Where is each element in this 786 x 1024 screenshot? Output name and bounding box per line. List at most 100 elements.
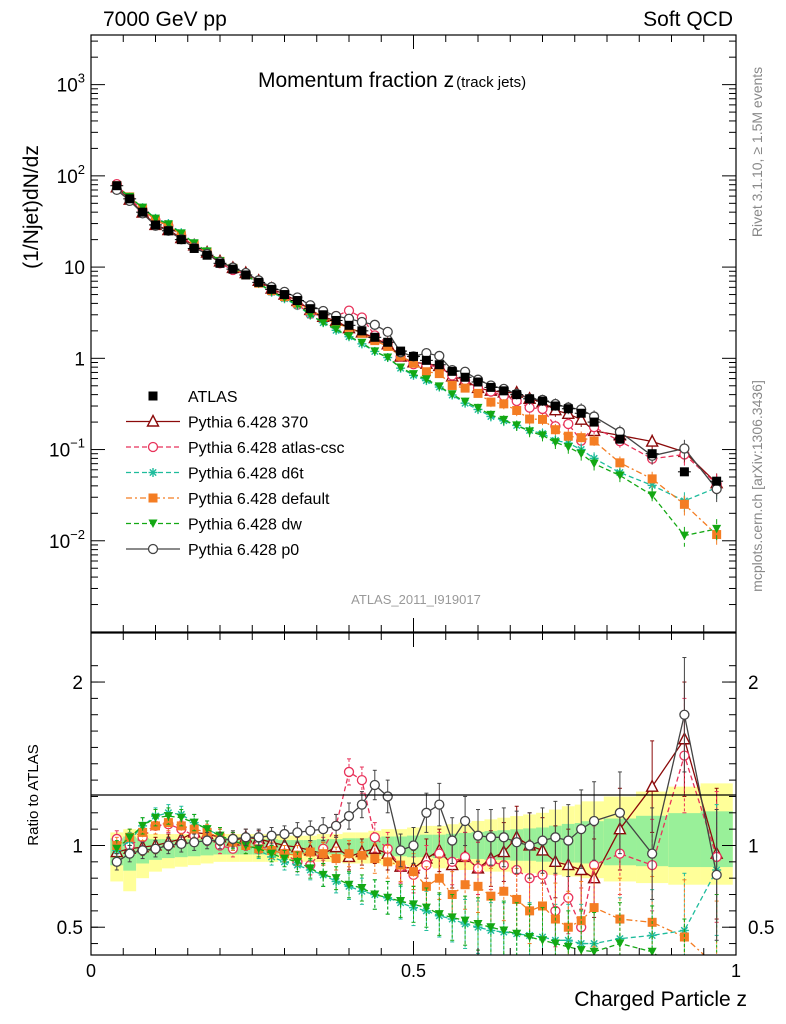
data-point bbox=[331, 315, 341, 325]
series-point bbox=[421, 375, 431, 384]
ratio-point bbox=[576, 916, 586, 926]
data-point bbox=[512, 390, 522, 400]
y-axis-title: (1/Njet)dN/dz bbox=[20, 145, 43, 269]
legend-entry-label: Pythia 6.428 p0 bbox=[188, 542, 299, 559]
legend-marker bbox=[148, 493, 158, 503]
ratio-point bbox=[645, 779, 659, 792]
ratio-point bbox=[279, 828, 290, 840]
ratio-point bbox=[434, 799, 445, 810]
ratio-axis-title: Ratio to ATLAS bbox=[25, 744, 42, 845]
ratio-point bbox=[176, 813, 186, 823]
data-point bbox=[202, 250, 212, 260]
series-point bbox=[460, 397, 470, 407]
data-point bbox=[163, 226, 173, 236]
data-point bbox=[421, 355, 431, 365]
series-point bbox=[369, 319, 380, 330]
ratio-point bbox=[329, 839, 343, 853]
data-point bbox=[486, 382, 496, 392]
series-point bbox=[176, 229, 186, 238]
data-point bbox=[241, 270, 251, 280]
ratio-point bbox=[498, 832, 509, 843]
series-point bbox=[563, 443, 573, 452]
ratio-point bbox=[280, 854, 289, 864]
data-point bbox=[176, 235, 186, 245]
ratio-point bbox=[344, 849, 354, 859]
data-point bbox=[434, 360, 444, 370]
series-point bbox=[538, 431, 547, 440]
series-point bbox=[563, 418, 574, 430]
ratio-point bbox=[125, 833, 135, 842]
series-point bbox=[512, 405, 522, 415]
ratio-point bbox=[253, 832, 264, 843]
ratio-point bbox=[138, 821, 148, 831]
data-point bbox=[280, 290, 289, 300]
ratio-point bbox=[589, 947, 599, 955]
data-point bbox=[112, 181, 122, 191]
series-point bbox=[486, 397, 496, 407]
ratio-point bbox=[409, 900, 418, 909]
data-point bbox=[679, 467, 689, 477]
ratio-point bbox=[189, 818, 199, 828]
series-point bbox=[525, 414, 535, 424]
ratio-point bbox=[383, 893, 393, 903]
ratio-point bbox=[227, 833, 239, 845]
series-point bbox=[499, 415, 509, 425]
series-point bbox=[318, 318, 328, 328]
ratio-point bbox=[240, 832, 251, 843]
ratio-point bbox=[357, 883, 367, 893]
series-point bbox=[615, 458, 625, 468]
series-point bbox=[679, 499, 689, 509]
series-point bbox=[434, 369, 444, 379]
y-tick-label: 102 bbox=[57, 162, 85, 188]
ratio-point bbox=[434, 873, 444, 883]
ratio-point bbox=[525, 933, 535, 942]
data-point bbox=[344, 320, 354, 330]
ratio-point bbox=[396, 897, 406, 906]
band-green-segment bbox=[668, 813, 701, 868]
ratio-point bbox=[137, 845, 148, 856]
ratio-point bbox=[550, 939, 560, 949]
series-point bbox=[538, 414, 547, 424]
series-point bbox=[679, 531, 689, 541]
data-point bbox=[460, 372, 470, 382]
ratio-point bbox=[292, 857, 302, 867]
ratio-point bbox=[647, 947, 657, 955]
ratio-tick-label-right: 1 bbox=[748, 836, 759, 857]
ratio-point bbox=[254, 844, 264, 854]
ratio-point bbox=[447, 835, 458, 846]
series-point bbox=[615, 471, 625, 480]
main-series-layer bbox=[110, 179, 724, 548]
x-tick-label: 0 bbox=[86, 961, 96, 981]
ratio-point bbox=[383, 857, 393, 867]
data-point bbox=[215, 258, 225, 268]
data-point bbox=[712, 476, 722, 486]
ratio-point bbox=[214, 835, 226, 846]
ratio-point bbox=[538, 936, 547, 945]
ratio-point bbox=[330, 820, 342, 832]
series-point bbox=[550, 425, 560, 435]
ratio-point bbox=[343, 766, 355, 778]
ratio-point bbox=[647, 848, 658, 859]
ratio-point bbox=[550, 832, 561, 843]
ratio-point bbox=[589, 903, 599, 913]
series-point bbox=[525, 427, 535, 436]
ratio-point bbox=[421, 903, 431, 913]
series-point bbox=[512, 421, 522, 430]
ratio-point bbox=[409, 867, 418, 877]
y-tick-label: 1 bbox=[74, 349, 85, 370]
ratio-point bbox=[460, 880, 470, 890]
ratio-point bbox=[189, 837, 200, 848]
ratio-point bbox=[343, 810, 355, 822]
data-point bbox=[318, 310, 328, 320]
ratio-point bbox=[679, 709, 690, 720]
series-point bbox=[434, 382, 444, 391]
ratio-point bbox=[408, 840, 419, 851]
series-point bbox=[473, 403, 483, 413]
data-point bbox=[576, 408, 586, 418]
rivet-side-label: Rivet 3.1.10, ≥ 1.5M events bbox=[749, 67, 765, 237]
legend-entry-label: Pythia 6.428 atlas-csc bbox=[188, 440, 345, 457]
x-tick-label: 1 bbox=[731, 961, 741, 981]
series-point bbox=[447, 380, 457, 390]
header-right-label: Soft QCD bbox=[643, 8, 733, 31]
